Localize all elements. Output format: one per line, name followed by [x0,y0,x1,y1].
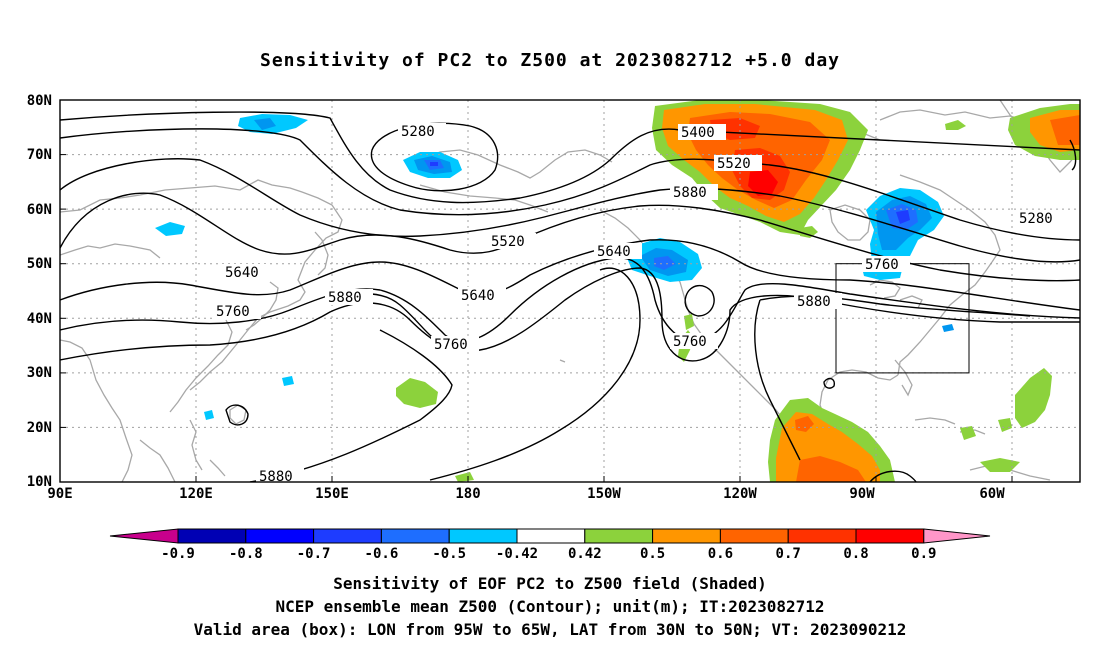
colorbar-label: 0.42 [568,546,602,562]
contour-label: 5400 [681,125,715,141]
lon-label: 120W [723,486,757,502]
colorbar-label: -0.42 [496,546,538,562]
lon-labels: 90E 120E 150E 180 150W 120W 90W 60W [47,486,1005,502]
lon-label: 120E [179,486,213,502]
lon-label: 60W [979,486,1005,502]
caption-contour: NCEP ensemble mean Z500 (Contour); unit(… [275,597,825,616]
lon-label: 150E [315,486,349,502]
lon-label: 180 [455,486,480,502]
colorbar-label: 0.5 [640,546,665,562]
contour-label: 5520 [491,234,525,250]
lon-label: 90W [849,486,875,502]
colorbar-label: -0.7 [297,546,331,562]
colorbar-label: 0.9 [911,546,936,562]
contour-label: 5880 [328,290,362,306]
colorbar-label: -0.6 [365,546,399,562]
contour-label: 5760 [434,337,468,353]
contour-label: 5760 [216,304,250,320]
colorbar-cell [245,528,315,544]
contour-label: 5520 [717,156,751,172]
contour-label: 5640 [461,288,495,304]
axis-ticks [59,99,1013,483]
colorbar-label: -0.9 [161,546,195,562]
lat-label: 70N [27,147,52,163]
colorbar-cell [652,528,721,544]
colorbar-label: -0.8 [229,546,263,562]
lon-label: 90E [47,486,72,502]
contour-label: 5640 [597,244,631,260]
lat-label: 50N [27,256,52,272]
colorbar-cell [787,528,857,544]
lat-labels: 80N 70N 60N 50N 40N 30N 20N 10N [27,93,52,490]
lon-label: 150W [587,486,621,502]
colorbar-cell [448,528,518,544]
lat-label: 40N [27,311,52,327]
contour-label: 5880 [797,294,831,310]
colorbar-label: 0.6 [708,546,733,562]
colorbar-cell [380,528,450,544]
colorbar-cell [584,528,654,544]
colorbar-cell [719,528,789,544]
caption-valid-area: Valid area (box): LON from 95W to 65W, L… [193,620,907,639]
lat-label: 30N [27,365,52,381]
colorbar-label: 0.8 [843,546,868,562]
colorbar-cell [516,528,586,544]
contour-label: 5760 [673,334,707,350]
contour-labels: 5280 5400 5520 5880 5520 5640 5280 5640 … [213,123,1064,485]
caption-shaded: Sensitivity of EOF PC2 to Z500 field (Sh… [333,574,767,593]
colorbar-label: 0.7 [776,546,801,562]
map-area [60,100,1080,482]
contour-label: 5880 [673,185,707,201]
colorbar-cell [855,528,925,544]
contour-label: 5640 [225,265,259,281]
lat-label: 60N [27,202,52,218]
contour-label: 5760 [865,257,899,273]
colorbar-under-arrow [109,528,179,544]
contour-label: 5280 [401,124,435,140]
z500-contours [60,111,1080,482]
colorbar: -0.9 -0.8 -0.7 -0.6 -0.5 -0.42 0.42 0.5 … [109,528,991,562]
lat-label: 80N [27,93,52,109]
colorbar-over-arrow [923,528,991,544]
lat-label: 20N [27,420,52,436]
map-frame [59,99,1081,483]
map-title: Sensitivity of PC2 to Z500 at 2023082712… [259,50,840,71]
colorbar-cell [177,528,247,544]
contour-label: 5880 [259,469,293,485]
lat-label: 10N [27,474,52,490]
colorbar-cell [313,528,382,544]
colorbar-label: -0.5 [432,546,466,562]
contour-label: 5280 [1019,211,1053,227]
graticule [60,100,1080,482]
